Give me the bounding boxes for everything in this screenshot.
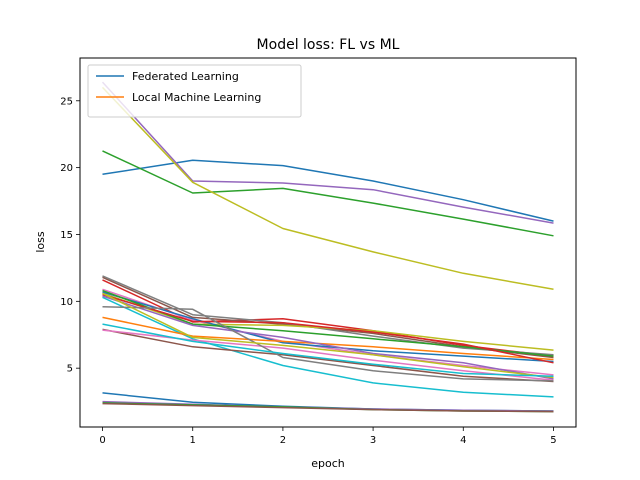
series-line-3	[101, 86, 554, 291]
chart-title: Model loss: FL vs ML	[257, 37, 400, 53]
series-layer	[101, 81, 554, 413]
x-ticks: 0 1 2 3 4 5	[99, 427, 557, 446]
x-tick-label: 0	[99, 435, 105, 446]
series-line-18	[102, 292, 554, 379]
series-line-8	[102, 292, 554, 351]
series-line-12	[102, 289, 554, 357]
x-tick-label: 1	[190, 435, 196, 446]
legend-box	[87, 64, 302, 118]
series-line-15	[102, 328, 554, 383]
y-tick-label: 20	[60, 163, 73, 174]
legend: Federated Learning Local Machine Learning	[87, 64, 302, 118]
legend-label-1: Local Machine Learning	[132, 91, 261, 104]
y-tick-label: 15	[60, 230, 73, 241]
y-tick-label: 10	[60, 297, 73, 308]
series-line-1	[101, 81, 554, 224]
y-tick-label: 5	[67, 364, 73, 375]
series-line-2	[102, 150, 554, 237]
series-line-23	[102, 402, 554, 413]
series-line-9	[102, 296, 554, 398]
legend-label-0: Federated Learning	[132, 70, 239, 83]
x-tick-label: 2	[280, 435, 286, 446]
series-line-10	[102, 291, 554, 363]
x-tick-label: 5	[550, 435, 556, 446]
series-line-21	[102, 400, 554, 412]
series-line-11	[102, 316, 554, 361]
series-line-13	[102, 293, 554, 364]
series-line-14	[102, 295, 554, 380]
y-axis-label: loss	[34, 231, 47, 253]
series-line-19	[102, 323, 554, 377]
series-line-17	[102, 305, 554, 382]
plot-frame	[79, 57, 577, 428]
y-tick-label: 25	[60, 96, 73, 107]
x-tick-label: 4	[460, 435, 466, 446]
x-axis-label: epoch	[311, 457, 345, 470]
x-tick-label: 3	[370, 435, 376, 446]
series-line-0	[102, 159, 554, 222]
y-ticks: 5 10 15 20 25	[60, 96, 80, 375]
